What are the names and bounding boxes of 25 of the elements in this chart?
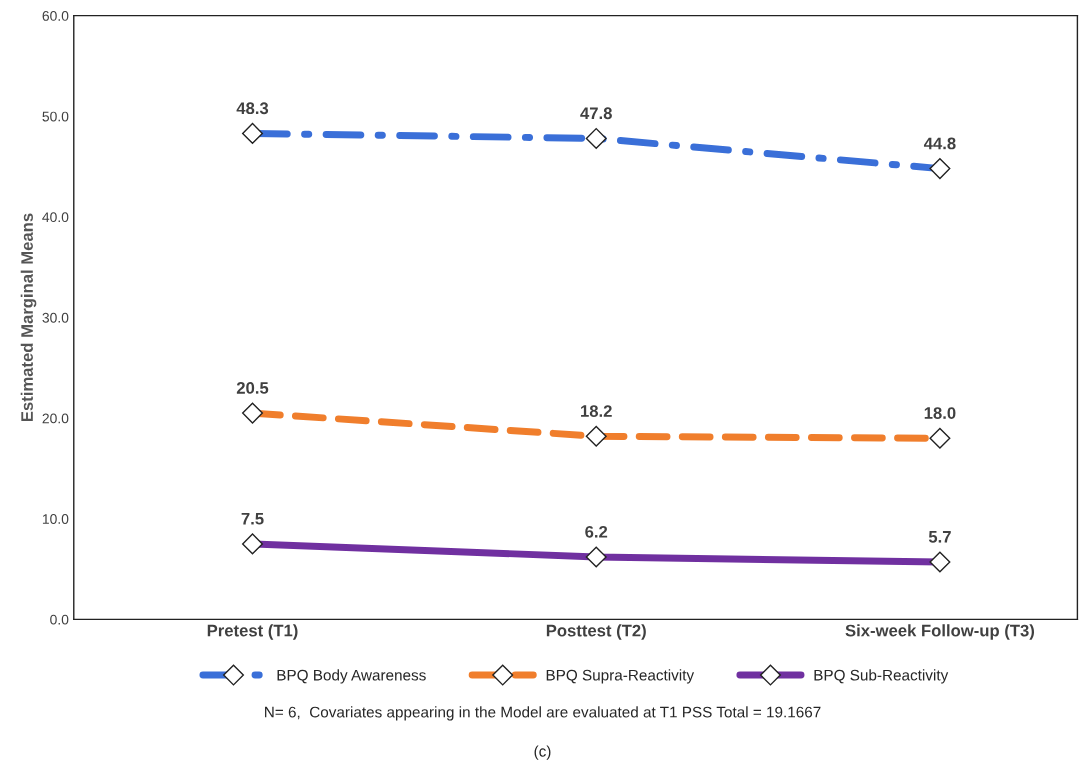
y-tick-label: 50.0 bbox=[42, 111, 69, 122]
data-label: 47.8 bbox=[580, 107, 612, 120]
data-label: 6.2 bbox=[585, 525, 608, 538]
text: (c) bbox=[534, 745, 551, 760]
x-tick-label: Pretest (T1) bbox=[207, 624, 298, 640]
data-label: 5.7 bbox=[928, 531, 951, 543]
legend-label: BPQ Body Awareness bbox=[277, 669, 426, 684]
legend-label: BPQ Sub-Reactivity bbox=[814, 669, 949, 684]
y-tick-label: 30.0 bbox=[42, 312, 69, 323]
y-tick-label: 20.0 bbox=[42, 413, 69, 424]
y-tick-label: 40.0 bbox=[42, 212, 69, 223]
legend-label: BPQ Supra-Reactivity bbox=[546, 669, 695, 684]
text: N= 6, Covariates appearing in the Model are evaluated at T1 PSS Total = 19.1667 bbox=[265, 706, 821, 721]
data-label: 20.5 bbox=[236, 382, 269, 394]
data-label: 7.5 bbox=[241, 512, 264, 525]
y-tick-label: 60.0 bbox=[42, 11, 69, 21]
y-axis-title: Estimated Marginal Means bbox=[20, 213, 37, 422]
data-label: 18.2 bbox=[581, 405, 612, 417]
y-tick-label: 0.0 bbox=[50, 614, 69, 625]
x-tick-label: Six-week Follow-up (T3) bbox=[845, 624, 1035, 640]
x-tick-label: Posttest (T2) bbox=[546, 624, 646, 640]
data-label: 18.0 bbox=[924, 407, 956, 419]
data-label: 48.3 bbox=[236, 102, 269, 115]
y-tick-label: 10.0 bbox=[42, 514, 69, 524]
data-label: 44.8 bbox=[923, 137, 956, 150]
